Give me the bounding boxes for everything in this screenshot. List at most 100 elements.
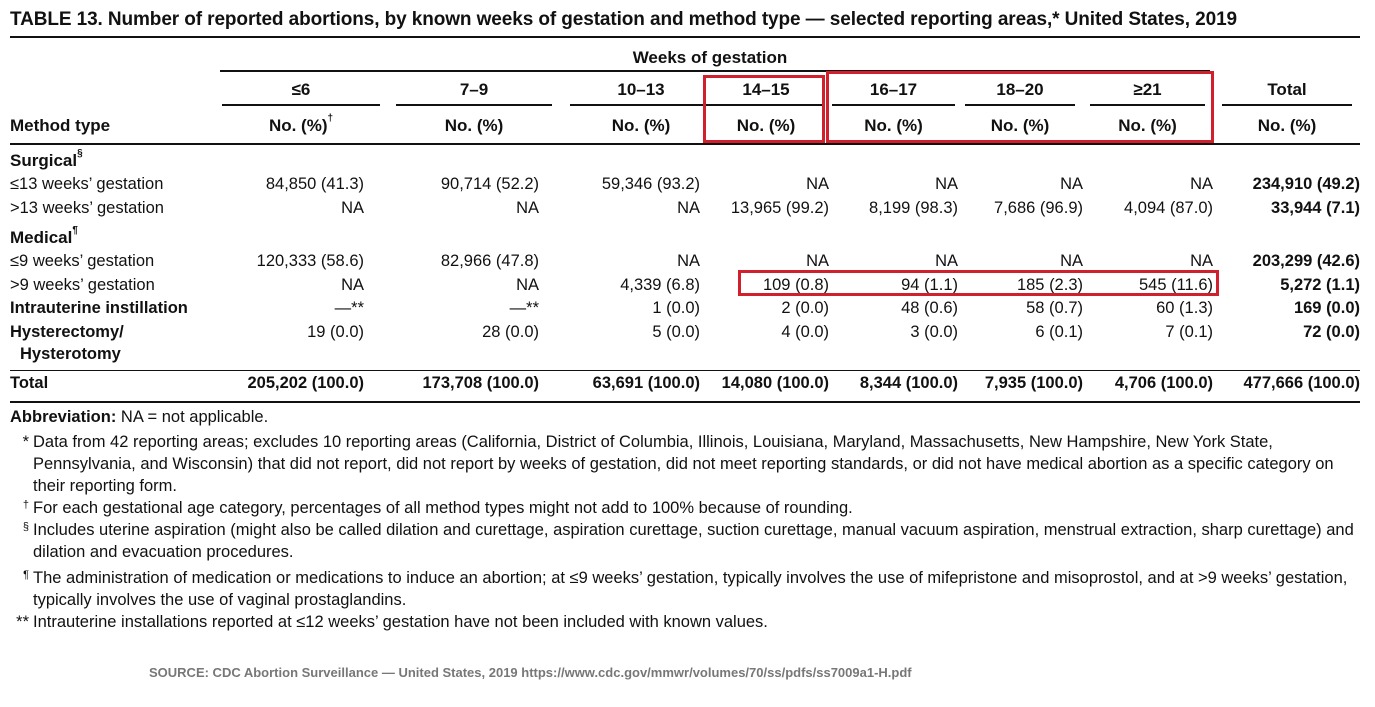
table-cell: NA bbox=[806, 175, 829, 193]
table-cell: —** bbox=[509, 299, 539, 317]
method-type-header: Method type bbox=[10, 116, 111, 135]
row-label: ≤9 weeks’ gestation bbox=[10, 252, 155, 270]
table-cell: 48 (0.6) bbox=[901, 299, 958, 317]
column-header-3: 14–15 bbox=[742, 80, 790, 99]
table-cell: 234,910 (49.2) bbox=[1252, 175, 1360, 193]
section-medical-label: Medical bbox=[10, 228, 73, 247]
table-cell: NA bbox=[677, 199, 700, 217]
row-label: ≤13 weeks’ gestation bbox=[10, 175, 164, 193]
table-cell: 477,666 (100.0) bbox=[1243, 374, 1360, 392]
column-underline-7 bbox=[1222, 104, 1352, 106]
column-subhead-2: No. (%) bbox=[570, 116, 712, 136]
column-underline-2 bbox=[570, 104, 712, 106]
table-cell: NA bbox=[935, 175, 958, 193]
column-underline-5 bbox=[965, 104, 1075, 106]
abbreviation-label: Abbreviation: bbox=[10, 408, 117, 426]
row-label: >13 weeks’ gestation bbox=[10, 199, 164, 217]
group-underline bbox=[220, 70, 1210, 72]
table-cell: NA bbox=[935, 252, 958, 270]
column-header-2: 10–13 bbox=[617, 80, 665, 99]
table-cell: 4,094 (87.0) bbox=[1124, 199, 1213, 217]
table-cell: NA bbox=[1060, 252, 1083, 270]
footnote-mark: ¶ bbox=[23, 569, 29, 581]
column-underline-3 bbox=[710, 104, 822, 106]
column-subhead-text: No. (%) bbox=[444, 116, 504, 135]
footnote: ** Intrauterine installations reported at… bbox=[16, 611, 1363, 633]
table-cell: 59,346 (93.2) bbox=[601, 175, 700, 193]
table-cell: 109 (0.8) bbox=[762, 276, 829, 294]
table-cell: 5,272 (1.1) bbox=[1280, 276, 1360, 294]
column-subhead-text: No. (%) bbox=[1118, 116, 1177, 135]
footnote-mark: † bbox=[22, 499, 29, 511]
table-cell: 13,965 (99.2) bbox=[730, 199, 829, 217]
table-cell: 82,966 (47.8) bbox=[440, 252, 539, 270]
table-cell: NA bbox=[677, 252, 700, 270]
row-label: >9 weeks’ gestation bbox=[10, 276, 155, 294]
footnote-text: For each gestational age category, perce… bbox=[33, 499, 853, 517]
table-cell: NA bbox=[806, 252, 829, 270]
footnote-text: Intrauterine installations reported at ≤… bbox=[33, 613, 768, 631]
column-header-6: ≥21 bbox=[1133, 80, 1162, 99]
weeks-group-header: Weeks of gestation bbox=[632, 48, 788, 67]
abbreviation-note: Abbreviation: NA = not applicable. bbox=[10, 408, 268, 427]
source-line: SOURCE: CDC Abortion Surveillance — Unit… bbox=[149, 665, 912, 680]
column-header-7: Total bbox=[1267, 80, 1307, 99]
table-cell: 4 (0.0) bbox=[781, 323, 829, 341]
table-cell: NA bbox=[516, 276, 539, 294]
table-cell: 1 (0.0) bbox=[652, 299, 700, 317]
footnote: † For each gestational age category, perc… bbox=[23, 497, 1363, 519]
table-cell: NA bbox=[1190, 175, 1213, 193]
table-cell: 72 (0.0) bbox=[1303, 323, 1360, 341]
bottom-rule bbox=[10, 401, 1360, 403]
column-subhead-1: No. (%) bbox=[396, 116, 552, 136]
table-cell: 19 (0.0) bbox=[307, 323, 364, 341]
table-cell: 84,850 (41.3) bbox=[265, 175, 364, 193]
section-surgical-label: Surgical bbox=[10, 151, 78, 170]
table-cell: 185 (2.3) bbox=[1016, 276, 1083, 294]
footnote-text: Data from 42 reporting areas; excludes 1… bbox=[33, 433, 1334, 495]
row-label-line2: Hysterotomy bbox=[20, 345, 121, 363]
table-cell: NA bbox=[1190, 252, 1213, 270]
column-subhead-4: No. (%) bbox=[832, 116, 955, 136]
column-header-4: 16–17 bbox=[869, 80, 918, 99]
table-cell: NA bbox=[1060, 175, 1083, 193]
table-cell: 28 (0.0) bbox=[482, 323, 539, 341]
column-subhead-5: No. (%) bbox=[965, 116, 1075, 136]
table-cell: NA bbox=[516, 199, 539, 217]
table-cell: 58 (0.7) bbox=[1026, 299, 1083, 317]
column-subhead-text: No. (%) bbox=[1257, 116, 1317, 135]
table-cell: 33,944 (7.1) bbox=[1271, 199, 1360, 217]
column-subhead-0: No. (%)† bbox=[222, 113, 380, 136]
table-cell: —** bbox=[334, 299, 364, 317]
table-cell: 5 (0.0) bbox=[652, 323, 700, 341]
column-subhead-text: No. (%) bbox=[990, 116, 1050, 135]
table-cell: 7,935 (100.0) bbox=[984, 374, 1083, 392]
total-rule bbox=[10, 370, 1360, 371]
footnote: ¶ The administration of medication or med… bbox=[23, 567, 1363, 611]
table-cell: 203,299 (42.6) bbox=[1252, 252, 1360, 270]
table-cell: 7,686 (96.9) bbox=[994, 199, 1083, 217]
column-subhead-text: No. (%) bbox=[864, 116, 923, 135]
table-cell: 6 (0.1) bbox=[1035, 323, 1083, 341]
row-label: Intrauterine instillation bbox=[10, 299, 188, 317]
table-cell: 120,333 (58.6) bbox=[256, 252, 364, 270]
table-cell: 173,708 (100.0) bbox=[422, 374, 539, 392]
footnote: * Data from 42 reporting areas; excludes … bbox=[23, 431, 1363, 497]
column-subhead-3: No. (%) bbox=[710, 116, 822, 136]
table-cell: 14,080 (100.0) bbox=[721, 374, 829, 392]
column-subhead-text: No. (%) bbox=[611, 116, 671, 135]
column-subhead-7: No. (%) bbox=[1222, 116, 1352, 136]
footnote-text: The administration of medication or medi… bbox=[33, 569, 1348, 609]
footnote-mark: * bbox=[22, 433, 29, 451]
column-header-1: 7–9 bbox=[459, 80, 489, 99]
table-title: TABLE 13. Number of reported abortions, … bbox=[10, 9, 1237, 30]
row-label: Total bbox=[10, 374, 49, 392]
footnote-text: Includes uterine aspiration (might also … bbox=[33, 521, 1354, 561]
table-cell: 4,339 (6.8) bbox=[620, 276, 700, 294]
footnote-mark: ** bbox=[16, 613, 29, 631]
table-cell: 545 (11.6) bbox=[1139, 276, 1213, 294]
column-underline-1 bbox=[396, 104, 552, 106]
top-rule bbox=[10, 36, 1360, 38]
table-cell: NA bbox=[341, 199, 364, 217]
table-cell: 2 (0.0) bbox=[781, 299, 829, 317]
